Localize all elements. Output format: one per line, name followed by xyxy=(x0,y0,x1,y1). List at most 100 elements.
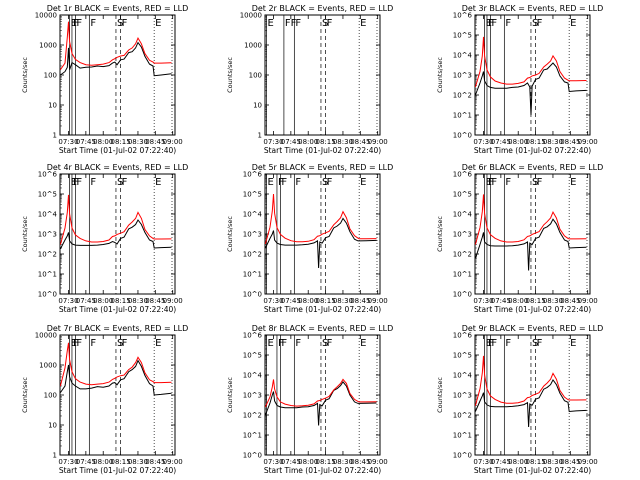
marker-label: F xyxy=(278,177,284,188)
y-tick-label: 100 xyxy=(44,392,57,400)
marker-label: F xyxy=(488,177,494,188)
y-tick-label: 10^5 xyxy=(243,352,262,360)
marker-label: F xyxy=(491,177,497,188)
y-tick-label: 10^4 xyxy=(453,52,473,60)
y-tick-label: 10^6 xyxy=(453,12,473,20)
marker-label: F xyxy=(76,18,82,29)
x-tick-label: 08:30 xyxy=(128,138,148,146)
marker-label: E xyxy=(155,177,161,188)
series-lld-line xyxy=(59,194,172,245)
x-tick-label: 08:45 xyxy=(560,138,580,146)
marker-label: E xyxy=(486,18,492,29)
x-tick-label: 08:45 xyxy=(145,297,165,305)
chart-panel-det-7r: Det 7r BLACK = Events, RED = LLD 1 10 100 10… xyxy=(21,324,188,475)
marker-label: E xyxy=(71,18,77,29)
y-tick-label: 10^1 xyxy=(243,432,262,440)
chart-title: Det 9r BLACK = Events, RED = LLD xyxy=(462,324,604,333)
marker-label: F xyxy=(278,338,284,349)
x-tick-label: 08:30 xyxy=(333,138,353,146)
series-events-line xyxy=(60,41,172,77)
y-tick-label: 10^4 xyxy=(453,211,473,219)
x-tick-label: 09:00 xyxy=(578,138,598,146)
y-tick-label: 10 xyxy=(253,102,262,110)
marker-label: F xyxy=(76,177,82,188)
marker-label: F xyxy=(488,338,494,349)
marker-label: F xyxy=(327,177,333,188)
chart-title: Det 5r BLACK = Events, RED = LLD xyxy=(252,163,394,172)
y-tick-label: 100 xyxy=(44,72,57,80)
marker-label: F xyxy=(90,338,96,349)
marker-label: F xyxy=(122,177,128,188)
y-tick-label: 10^1 xyxy=(453,271,472,279)
x-tick-label: 08:00 xyxy=(93,297,113,305)
x-tick-label: 09:00 xyxy=(368,138,388,146)
marker-label: F xyxy=(76,338,82,349)
y-axis-label: Counts/sec xyxy=(21,57,29,93)
marker-label: S xyxy=(117,177,123,188)
y-tick-label: 10000 xyxy=(240,12,262,20)
y-tick-label: 10^5 xyxy=(243,191,262,199)
y-tick-label: 10^1 xyxy=(453,112,472,120)
series-events-line xyxy=(59,219,172,250)
y-tick-label: 10^2 xyxy=(38,251,57,259)
marker-label: F xyxy=(537,18,543,29)
marker-label: E xyxy=(155,338,161,349)
series-events-line xyxy=(59,359,172,396)
x-tick-label: 09:00 xyxy=(163,458,183,466)
x-tick-label: 08:45 xyxy=(560,297,580,305)
marker-label: S xyxy=(532,177,538,188)
y-tick-label: 10^6 xyxy=(453,171,473,179)
x-tick-label: 07:30 xyxy=(473,297,493,305)
x-axis-label: Start Time (01-Jul-02 07:22:40) xyxy=(264,305,381,314)
marker-label: E xyxy=(486,177,492,188)
y-tick-label: 10^5 xyxy=(453,32,472,40)
marker-label: S xyxy=(117,338,123,349)
marker-label: F xyxy=(73,338,79,349)
marker-label: F xyxy=(73,177,79,188)
y-tick-label: 10^0 xyxy=(38,291,57,299)
y-tick-label: 10^6 xyxy=(243,332,263,340)
y-tick-label: 1 xyxy=(53,452,57,460)
y-tick-label: 1000 xyxy=(39,362,57,370)
marker-label: E xyxy=(71,177,77,188)
marker-label: S xyxy=(532,18,538,29)
x-tick-label: 08:15 xyxy=(315,458,335,466)
x-tick-label: 07:45 xyxy=(76,458,96,466)
x-tick-label: 08:30 xyxy=(128,458,148,466)
y-tick-label: 10000 xyxy=(35,12,57,20)
marker-label: F xyxy=(537,338,543,349)
x-tick-label: 08:45 xyxy=(350,297,370,305)
marker-label: E xyxy=(268,338,274,349)
y-tick-label: 10^1 xyxy=(243,271,262,279)
x-tick-label: 08:15 xyxy=(110,458,130,466)
plot-frame xyxy=(264,334,381,456)
x-tick-label: 08:45 xyxy=(145,458,165,466)
y-axis-label: Counts/sec xyxy=(226,216,234,252)
marker-label: F xyxy=(90,177,96,188)
y-tick-label: 10000 xyxy=(35,332,57,340)
x-tick-label: 07:30 xyxy=(263,458,283,466)
chart-title: Det 6r BLACK = Events, RED = LLD xyxy=(462,163,604,172)
y-axis-label: Counts/sec xyxy=(436,377,444,413)
x-tick-label: 09:00 xyxy=(578,297,598,305)
x-tick-label: 08:30 xyxy=(543,297,563,305)
y-tick-label: 10^2 xyxy=(453,412,472,420)
marker-label: E xyxy=(360,18,366,29)
marker-label: S xyxy=(322,177,328,188)
x-tick-label: 07:30 xyxy=(58,297,78,305)
marker-label: E xyxy=(570,338,576,349)
x-tick-label: 08:45 xyxy=(350,138,370,146)
x-tick-label: 07:45 xyxy=(281,138,301,146)
x-tick-label: 08:45 xyxy=(350,458,370,466)
series-lld-line xyxy=(474,194,587,245)
x-tick-label: 09:00 xyxy=(578,458,598,466)
x-tick-label: 07:45 xyxy=(281,297,301,305)
y-tick-label: 10 xyxy=(48,102,57,110)
y-tick-label: 10^5 xyxy=(453,352,472,360)
x-tick-label: 07:45 xyxy=(491,458,511,466)
plot-frame xyxy=(474,14,591,136)
x-tick-label: 08:00 xyxy=(298,297,318,305)
marker-label: F xyxy=(327,18,333,29)
y-tick-label: 10^3 xyxy=(243,392,262,400)
